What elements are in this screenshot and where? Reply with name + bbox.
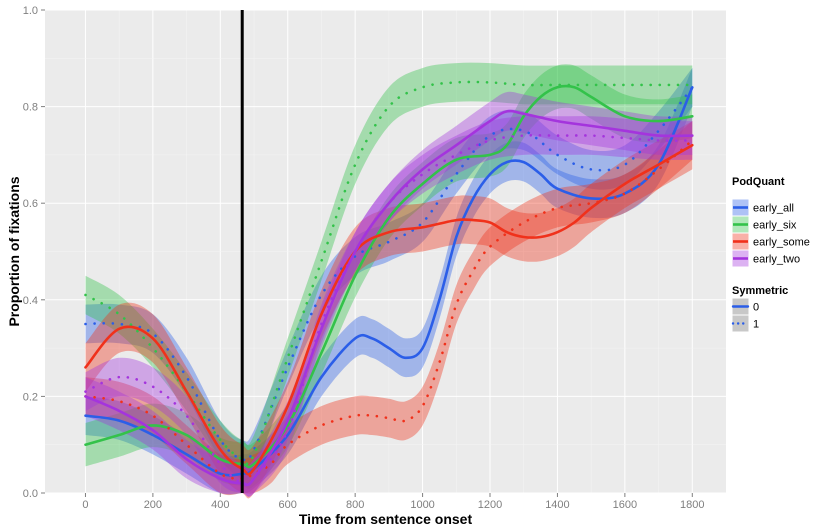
x-tick-label: 1400: [545, 499, 569, 511]
line-early_all-sym1: [84, 86, 694, 463]
x-axis-ticks: 0 200 400 600 800 1000 1200 1400 1600 1800: [82, 493, 705, 511]
legend-key-symmetric-1: [731, 314, 750, 333]
legend-label-early_some: early_some: [753, 237, 810, 249]
x-axis-title: Time from sentence onset: [299, 511, 473, 527]
y-tick-label: 0.2: [23, 391, 38, 403]
legend-label-early_six: early_six: [753, 220, 797, 232]
y-tick-label: 0.8: [23, 102, 38, 114]
x-tick-label: 1200: [478, 499, 502, 511]
x-tick-label: 1800: [680, 499, 704, 511]
legend-label-early_two: early_two: [753, 254, 800, 266]
x-tick-label: 1600: [613, 499, 637, 511]
line-early_two-sym1: [84, 133, 694, 487]
line-early_six-sym1: [84, 80, 694, 466]
band-early_some-sym0: [85, 121, 693, 499]
band-early_two-sym1: [85, 115, 693, 497]
band-early_six-sym0: [85, 64, 693, 489]
series-lines: [84, 80, 694, 487]
line-early_some-sym0: [84, 143, 694, 476]
x-tick-label: 600: [279, 499, 297, 511]
y-tick-label: 0.6: [23, 198, 38, 210]
x-tick-label: 800: [346, 499, 364, 511]
y-tick-label: 1.0: [23, 5, 38, 17]
legend-label-early_all: early_all: [753, 203, 794, 215]
band-early_some-sym1: [85, 121, 693, 496]
legend-label-symmetric-1: 1: [753, 319, 759, 331]
legend-title-podquant: PodQuant: [732, 176, 785, 188]
y-tick-label: 0.4: [23, 295, 38, 307]
x-tick-label: 200: [144, 499, 162, 511]
legend-label-symmetric-0: 0: [753, 302, 759, 314]
line-early_two-sym0: [84, 109, 694, 487]
y-axis-ticks: 0.0 0.2 0.4 0.6 0.8 1.0: [23, 5, 45, 500]
x-tick-label: 400: [211, 499, 229, 511]
y-tick-label: 0.0: [23, 488, 38, 500]
legend: PodQuant Symmetric early_all early_sixear…: [731, 176, 810, 333]
y-axis-title: Proportion of fixations: [6, 176, 22, 326]
x-tick-label: 0: [82, 499, 88, 511]
x-tick-label: 1000: [410, 499, 434, 511]
legend-title-symmetric: Symmetric: [732, 285, 788, 297]
grid-lines: [45, 9, 726, 494]
